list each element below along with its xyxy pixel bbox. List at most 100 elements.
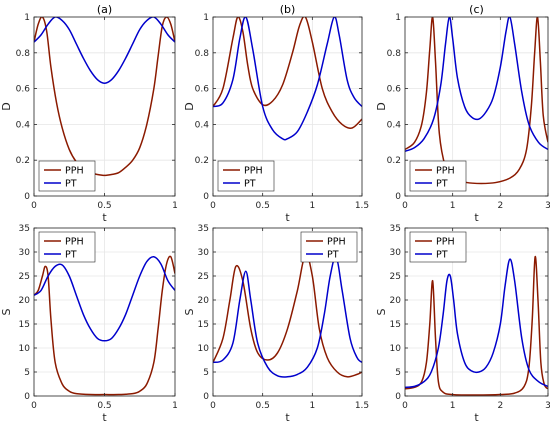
legend-label-pt: PT: [244, 179, 256, 190]
legend-label-pph: PPH: [436, 237, 455, 248]
y-tick-label: 35: [19, 224, 30, 234]
legend: PPH PT: [409, 160, 467, 192]
y-tick-label: 30: [390, 248, 402, 258]
panel-b-bottom: 0 0.5 1 1.5 0 5 10 15 20 25 30 35 t S PPH PT: [183, 224, 369, 424]
y-tick-label: 0.2: [195, 156, 209, 166]
legend-label-pph: PPH: [244, 166, 263, 177]
y-tick-label: 0.4: [16, 120, 31, 130]
y-tick-label: 5: [395, 368, 401, 378]
y-tick-label: 0: [203, 192, 209, 202]
x-tick-label: 1.5: [355, 201, 369, 211]
series-group: [34, 255, 175, 396]
y-axis-label: S: [375, 308, 388, 315]
legend-box: [409, 231, 467, 263]
y-tick-label: 1: [24, 13, 30, 23]
legend: PPH PT: [38, 160, 96, 192]
series-line-pph: [405, 256, 548, 396]
legend-box: [38, 160, 96, 192]
series-line-pph: [34, 255, 175, 396]
series-line-pt: [213, 255, 362, 378]
x-tick-label: 3: [545, 201, 550, 211]
y-tick-label: 0: [24, 192, 30, 202]
x-tick-label: 0.5: [97, 201, 111, 211]
y-tick-label: 20: [198, 296, 210, 306]
legend-label-pph: PPH: [65, 237, 84, 248]
x-tick-label: 1: [309, 401, 315, 411]
panel-title: (b): [280, 3, 296, 16]
x-axis-label: t: [474, 411, 479, 424]
x-axis-label: t: [102, 411, 107, 424]
x-tick-label: 1: [172, 201, 178, 211]
x-tick-label: 0: [402, 401, 408, 411]
x-tick-label: 0.5: [256, 401, 270, 411]
series-group: [405, 17, 548, 185]
series-line-pph: [34, 17, 175, 177]
panel-b-top: 0 0.5 1 1.5 0 0.2 0.4 0.6 0.8 1 t D (b) PPH PT: [183, 3, 369, 224]
y-tick-label: 10: [390, 344, 402, 354]
x-tick-label: 0: [210, 401, 216, 411]
y-tick-label: 0: [395, 192, 401, 202]
y-axis-label: S: [183, 308, 196, 315]
x-tick-label: 1.5: [355, 401, 369, 411]
y-axis-label: D: [375, 102, 388, 110]
series-line-pt: [34, 256, 175, 342]
x-tick-label: 2: [497, 201, 503, 211]
series-line-pph: [213, 253, 362, 378]
y-tick-label: 15: [19, 320, 30, 330]
y-tick-label: 0: [203, 392, 209, 402]
axes-box: [404, 227, 549, 397]
x-tick-label: 0: [31, 201, 37, 211]
legend: PPH PT: [300, 231, 358, 263]
x-tick-label: 3: [545, 401, 550, 411]
y-tick-label: 25: [19, 272, 30, 282]
panel-title: (c): [469, 3, 484, 16]
y-tick-label: 25: [198, 272, 209, 282]
y-tick-label: 0.6: [387, 85, 402, 95]
y-tick-label: 0: [395, 392, 401, 402]
legend-label-pph: PPH: [327, 237, 346, 248]
x-tick-label: 2: [497, 401, 503, 411]
series-group: [213, 17, 362, 141]
legend: PPH PT: [217, 160, 275, 192]
y-tick-label: 0.8: [387, 49, 402, 59]
y-tick-label: 10: [19, 344, 31, 354]
y-tick-label: 0.8: [195, 49, 210, 59]
panel-title: (a): [97, 3, 112, 16]
panel-a-top: 0 0.5 1 0 0.2 0.4 0.6 0.8 1 t D (a) PPH PT: [0, 3, 178, 224]
legend-label-pt: PT: [65, 179, 77, 190]
y-tick-label: 5: [203, 368, 209, 378]
y-tick-label: 10: [198, 344, 210, 354]
x-tick-label: 0: [31, 401, 37, 411]
series-line-pph: [213, 17, 362, 129]
y-tick-label: 5: [24, 368, 30, 378]
series-line-pph: [405, 17, 548, 185]
y-tick-label: 0: [24, 392, 30, 402]
y-axis-label: S: [0, 308, 13, 315]
axes-box: [212, 16, 363, 197]
y-tick-label: 15: [390, 320, 401, 330]
legend-label-pt: PT: [65, 250, 77, 261]
legend: PPH PT: [38, 231, 96, 263]
x-axis-label: t: [474, 211, 479, 224]
legend-box: [300, 231, 358, 263]
y-axis-label: D: [0, 102, 13, 110]
x-tick-label: 0.5: [97, 401, 111, 411]
legend-label-pt: PT: [436, 179, 448, 190]
legend-label-pt: PT: [436, 250, 448, 261]
x-axis-label: t: [285, 211, 290, 224]
legend-box: [217, 160, 275, 192]
y-tick-label: 30: [19, 248, 31, 258]
x-axis-label: t: [102, 211, 107, 224]
x-tick-label: 0: [402, 201, 408, 211]
y-tick-label: 0.8: [16, 49, 31, 59]
series-line-pt: [405, 17, 548, 152]
series-line-pt: [405, 258, 548, 389]
y-tick-label: 1: [395, 13, 401, 23]
series-line-pt: [213, 17, 362, 141]
axes-box: [212, 227, 363, 397]
y-tick-label: 0.4: [195, 120, 210, 130]
y-tick-label: 0.4: [387, 120, 402, 130]
